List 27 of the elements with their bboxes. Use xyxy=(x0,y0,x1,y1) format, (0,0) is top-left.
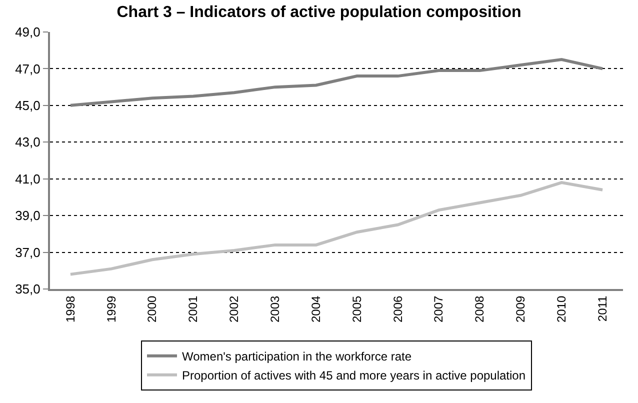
x-tick-label: 2006 xyxy=(390,295,405,323)
legend-label: Women's participation in the workforce rate xyxy=(182,350,412,364)
x-tick-label: 1999 xyxy=(104,295,118,323)
chart-title: Chart 3 – Indicators of active population composition xyxy=(116,4,522,22)
line-series xyxy=(68,58,604,107)
x-tick-label: 2008 xyxy=(472,295,487,323)
y-tick-label: 47,0 xyxy=(15,61,40,76)
y-tick-label: 37,0 xyxy=(15,244,40,260)
x-tick-label: 2002 xyxy=(227,295,242,323)
y-tick-label: 39,0 xyxy=(15,208,40,224)
y-tick-label: 45,0 xyxy=(15,98,40,113)
x-tick-label: 2001 xyxy=(186,295,200,323)
line-series xyxy=(68,181,604,276)
x-tick-label: 2003 xyxy=(268,295,282,323)
x-tick-label: 2007 xyxy=(432,295,446,323)
x-tick-label: 2004 xyxy=(308,295,323,323)
x-tick-label: 2010 xyxy=(554,295,569,323)
y-tick-label: 49,0 xyxy=(15,24,40,40)
x-tick-label: 2011 xyxy=(595,295,610,322)
y-tick-label: 43,0 xyxy=(15,134,40,150)
legend-label: Proportion of actives with 45 and more years in active population xyxy=(182,368,526,383)
x-tick-label: 1998 xyxy=(63,295,78,323)
y-tick-label: 41,0 xyxy=(15,171,40,186)
x-tick-label: 2005 xyxy=(350,295,364,323)
y-tick-label: 35,0 xyxy=(15,282,40,297)
x-tick-label: 2000 xyxy=(145,295,160,323)
x-tick-label: 2009 xyxy=(514,295,528,323)
